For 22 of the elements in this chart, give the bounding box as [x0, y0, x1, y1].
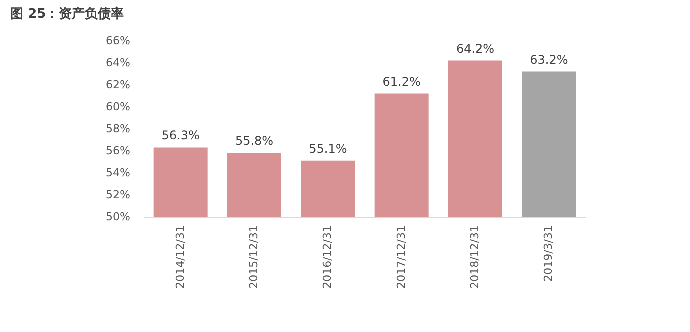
- y-tick-label: 50%: [106, 210, 130, 224]
- y-tick-label: 66%: [106, 34, 130, 48]
- y-tick-label: 58%: [106, 122, 130, 136]
- x-tick-label: 2018/12/31: [468, 226, 482, 289]
- x-tick-label: 2016/12/31: [321, 226, 334, 289]
- data-label: 64.2%: [456, 42, 495, 56]
- y-tick-label: 56%: [106, 144, 130, 158]
- x-tick-label: 2014/12/31: [174, 226, 187, 289]
- y-tick-label: 62%: [106, 78, 130, 92]
- data-label: 63.2%: [530, 52, 568, 67]
- y-tick-label: 60%: [106, 100, 130, 114]
- data-label: 55.1%: [309, 142, 348, 156]
- x-tick-label: 2015/12/31: [248, 226, 260, 289]
- data-label: 61.2%: [382, 74, 421, 89]
- y-tick-label: 54%: [106, 166, 130, 180]
- x-tick-label: 2019/3/31: [542, 226, 556, 282]
- data-label: 56.3%: [162, 128, 200, 143]
- x-tick-label: 2017/12/31: [394, 226, 408, 289]
- y-tick-label: 52%: [106, 188, 130, 202]
- chart-title: 图 25：资产负债率: [10, 6, 124, 22]
- y-tick-label: 64%: [106, 56, 130, 70]
- data-label: 55.8%: [235, 134, 274, 148]
